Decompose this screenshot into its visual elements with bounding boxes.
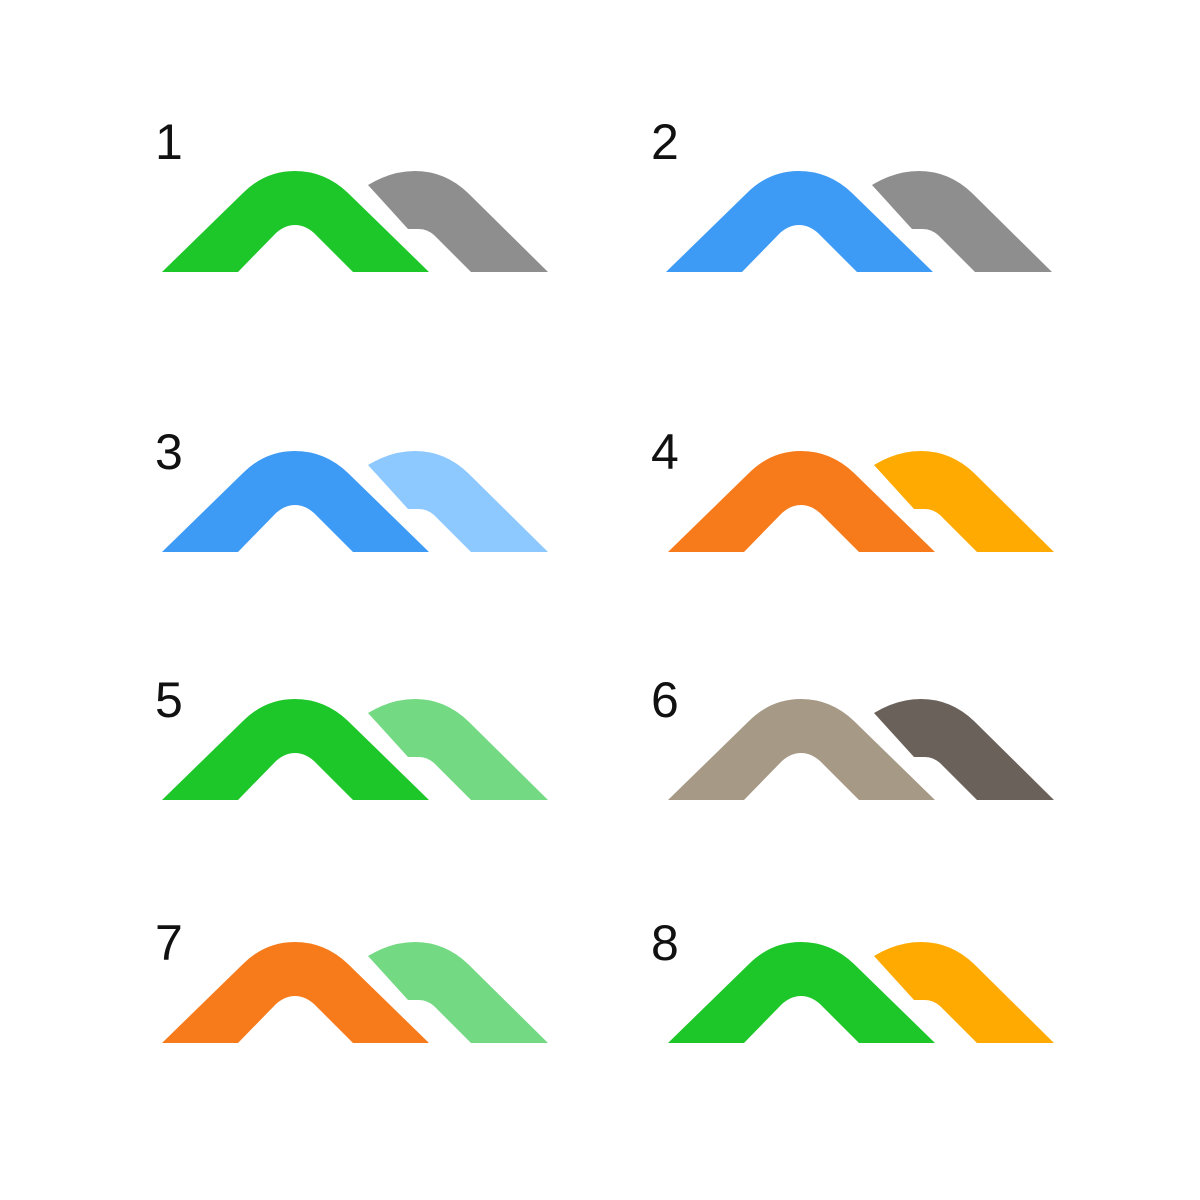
- logo-mark-icon: [668, 451, 1054, 552]
- logo-secondary-arch: [874, 699, 1054, 800]
- logo-primary-arch: [668, 942, 935, 1043]
- variant-number-label: 8: [651, 915, 679, 971]
- variant-number-label: 3: [155, 424, 183, 480]
- variant-number-label: 1: [155, 114, 183, 170]
- logo-primary-arch: [162, 451, 429, 552]
- logo-variant-2: 2: [651, 117, 1071, 297]
- logo-mark-icon: [162, 171, 548, 272]
- logo-secondary-arch: [368, 942, 548, 1043]
- variant-number-label: 5: [155, 672, 183, 728]
- logo-variant-1: 1: [155, 117, 575, 297]
- logo-variant-4: 4: [651, 427, 1071, 607]
- variant-number-label: 6: [651, 672, 679, 728]
- logo-primary-arch: [668, 451, 935, 552]
- logo-mark-icon: [668, 942, 1054, 1043]
- logo-secondary-arch: [368, 171, 548, 272]
- variant-number-label: 4: [651, 424, 679, 480]
- logo-mark-icon: [666, 171, 1052, 272]
- logo-variant-6: 6: [651, 675, 1071, 855]
- logo-primary-arch: [162, 171, 429, 272]
- logo-variant-7: 7: [155, 918, 575, 1098]
- variant-number-label: 7: [155, 915, 183, 971]
- variant-number-label: 2: [651, 114, 679, 170]
- logo-primary-arch: [668, 699, 935, 800]
- logo-variant-8: 8: [651, 918, 1071, 1098]
- logo-variant-5: 5: [155, 675, 575, 855]
- logo-primary-arch: [162, 699, 429, 800]
- logo-mark-icon: [162, 942, 548, 1043]
- logo-secondary-arch: [368, 699, 548, 800]
- logo-secondary-arch: [874, 942, 1054, 1043]
- logo-mark-icon: [668, 699, 1054, 800]
- logo-primary-arch: [666, 171, 933, 272]
- logo-mark-icon: [162, 699, 548, 800]
- logo-secondary-arch: [874, 451, 1054, 552]
- logo-secondary-arch: [368, 451, 548, 552]
- logo-variant-3: 3: [155, 427, 575, 607]
- logo-primary-arch: [162, 942, 429, 1043]
- logo-secondary-arch: [872, 171, 1052, 272]
- logo-mark-icon: [162, 451, 548, 552]
